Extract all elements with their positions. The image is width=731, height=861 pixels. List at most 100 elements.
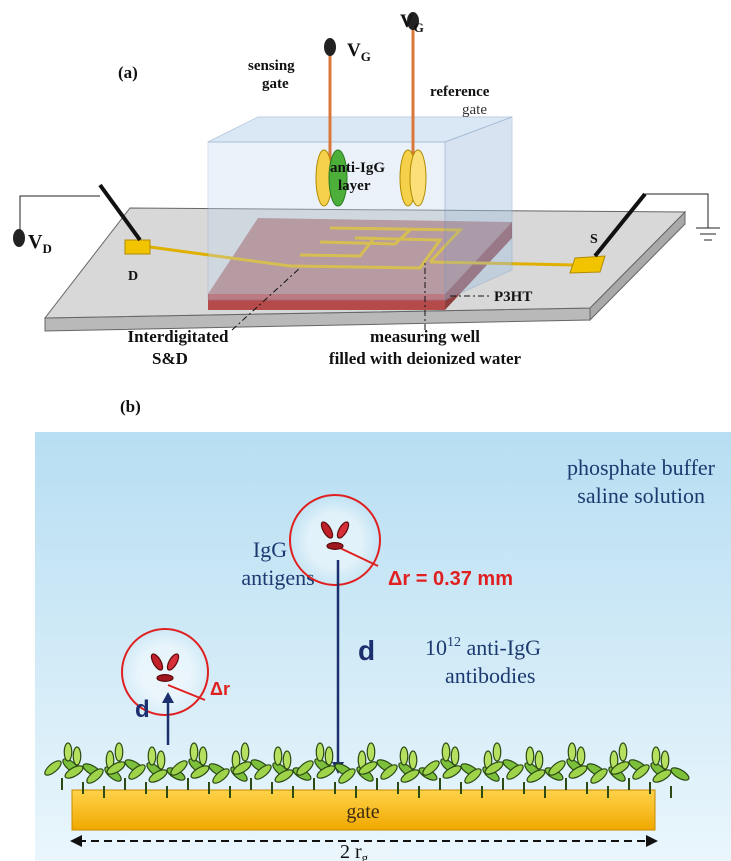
ground-wire [645,193,709,228]
capture-radius [289,494,381,586]
leaf [114,742,124,762]
antibody [64,746,102,794]
leaf [86,768,104,784]
ground-symbol [696,227,720,241]
leaf [273,746,283,766]
antibody [610,742,648,790]
source-label: S [590,232,598,247]
gate-electrode [71,789,656,831]
reference-gate-label: reference gate [430,84,490,118]
radius-value: Δr = 0.37 mm [388,568,513,590]
antibody [274,750,312,798]
antibody [106,742,144,790]
vg-right: VG [400,11,424,35]
leaf [632,764,650,780]
panel-a: (a) D S sensing gate reference gate VG VG … [13,11,720,368]
arrow-head [162,692,174,703]
leaf [156,750,166,770]
box-side [444,116,513,301]
leaf [492,742,502,762]
source-pad [569,255,606,274]
leaf [170,760,188,776]
leaf [441,742,451,762]
leaf [189,742,199,762]
terminal [407,12,419,30]
antibodies-label: 1012 anti-IgG antibodies [425,635,541,688]
leaf [320,521,334,539]
leaf [282,750,292,770]
leaf [254,764,272,780]
leaf [128,764,146,780]
leaf [147,746,157,766]
leaf [670,767,690,781]
radius-arrow [339,547,379,567]
drain-label: D [128,269,138,284]
leaf [618,742,628,762]
probe [593,192,647,258]
antigen [150,653,180,682]
leaf [296,760,314,776]
antibody-layer [328,149,348,207]
leaf [534,750,544,770]
leaf [422,760,440,776]
interdigitated-label: Interdigitated S&D [127,327,229,368]
leaf [408,750,418,770]
leaf [651,746,661,766]
distance-label: d [135,696,150,723]
antigens [150,521,350,682]
antibody [316,746,354,794]
well-label: measuring well filled with deionized wate… [329,327,522,368]
reference-electrode [409,149,427,207]
box-top [207,116,513,143]
panel-label: (b) [120,397,141,416]
leaf [156,674,174,682]
leaf [464,768,482,784]
leaf [240,742,250,762]
leaf [567,742,577,762]
leaf [525,746,535,766]
vd-label: VD [28,231,52,256]
distance-label: d [358,635,375,666]
leaf [660,750,670,770]
leaf [326,542,344,550]
arrow-head [646,835,658,847]
leaf [212,768,230,784]
antibody [548,742,584,790]
leaf [380,764,398,780]
leaf [63,742,73,762]
layer-label: anti-IgG layer [330,160,385,194]
radius-label: Δr [210,679,230,699]
panel-label: (a) [118,63,138,82]
gate-size-label: 2 rg [340,841,369,861]
vg-left: VG [347,40,371,64]
leaf [72,746,82,766]
leaf [366,742,376,762]
gate-label: gate [346,801,379,823]
antigen [320,521,350,550]
leader [231,267,301,331]
leaf [576,746,586,766]
leaf [198,746,208,766]
interdigitated-electrodes [149,226,576,270]
drain-pad [124,239,151,255]
leaf [336,521,350,539]
terminal [13,229,25,247]
leaf [506,764,524,780]
solution-label: phosphate buffer saline solution [567,455,716,508]
leaf [590,768,608,784]
leaf [338,768,356,784]
terminal [324,38,336,56]
arrow-head [70,835,82,847]
antibody [254,746,290,794]
sensing-gate-label: sensing gate [248,58,295,92]
leaf [324,746,334,766]
probe [98,183,142,242]
p3ht-label: P3HT [494,289,532,305]
leaf [150,653,164,671]
panel-b: (b) phosphate buffer saline solution IgG a… [35,397,731,861]
drain-wire [19,195,100,238]
p3ht-side [445,222,512,310]
leaf [44,760,62,776]
antibody-row [44,742,690,798]
radius-arrow [167,684,206,701]
